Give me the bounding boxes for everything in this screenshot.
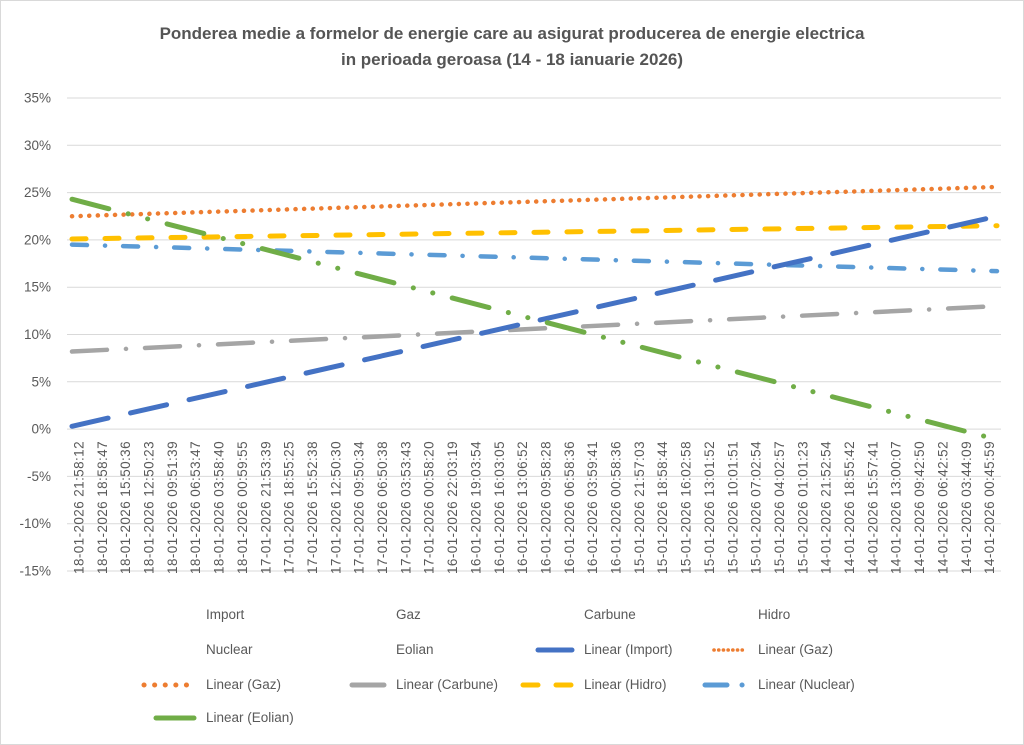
trendline-linear-import xyxy=(69,213,1000,429)
legend-item-nuclear: Nuclear xyxy=(206,639,253,661)
legend-swatch-linear-carbune-icon xyxy=(349,682,387,688)
chart-title-line1: Ponderea medie a formelor de energie car… xyxy=(159,24,865,43)
y-axis-label: 30% xyxy=(24,138,51,153)
x-axis-label: 17-01-2026 03:53:43 xyxy=(398,441,413,574)
legend-item-carbune: Carbune xyxy=(584,604,636,626)
y-axis-label: -15% xyxy=(19,564,51,579)
x-axis-label: 14-01-2026 00:45:59 xyxy=(982,441,997,574)
x-axis-label: 16-01-2026 13:06:52 xyxy=(515,441,530,574)
legend-label: Carbune xyxy=(584,607,636,622)
x-axis-label: 18-01-2026 09:51:39 xyxy=(165,441,180,574)
x-axis-label: 16-01-2026 03:59:41 xyxy=(585,441,600,574)
x-axis-label: 15-01-2026 16:02:58 xyxy=(679,441,694,574)
trendline-linear-nuclear xyxy=(69,242,1000,274)
x-axis-label: 14-01-2026 09:42:50 xyxy=(912,441,927,574)
trendline-linear-hidro xyxy=(69,223,1000,242)
x-axis-label: 18-01-2026 00:59:55 xyxy=(235,441,250,574)
x-axis-label: 15-01-2026 18:58:44 xyxy=(655,441,670,574)
x-axis-label: 14-01-2026 13:00:07 xyxy=(889,441,904,574)
x-axis-label: 15-01-2026 10:01:51 xyxy=(725,441,740,574)
legend-item-linear-carbune: Linear (Carbune) xyxy=(349,674,499,696)
x-axis-label: 14-01-2026 15:57:41 xyxy=(865,441,880,574)
x-axis-label: 17-01-2026 15:52:38 xyxy=(305,441,320,574)
x-axis-label: 17-01-2026 21:53:39 xyxy=(258,441,273,574)
y-axis-label: 25% xyxy=(24,185,51,200)
x-axis-label: 17-01-2026 09:50:34 xyxy=(352,441,367,574)
legend-item-linear-gaz: Linear (Gaz) xyxy=(141,674,282,696)
x-axis-label: 16-01-2026 09:58:28 xyxy=(538,441,553,574)
chart-title-line2: in perioada geroasa (14 - 18 ianuarie 20… xyxy=(340,50,684,69)
legend-label: Hidro xyxy=(758,607,791,622)
x-axis-label: 14-01-2026 18:55:42 xyxy=(842,441,857,574)
x-axis-label: 15-01-2026 01:01:23 xyxy=(795,441,810,574)
x-axis-label: 16-01-2026 00:58:36 xyxy=(609,441,624,574)
legend-item-gaz: Gaz xyxy=(396,604,421,626)
legend-label: Linear (Carbune) xyxy=(396,677,499,692)
x-axis-label: 17-01-2026 00:58:20 xyxy=(422,441,437,574)
plot-area: 35% 30% 25% 20% 15% 10% 5% 0% -5% -10% -15% 18-01-2… xyxy=(19,91,1001,579)
legend-swatch-linear-import-icon xyxy=(535,647,575,653)
y-axis-label: 35% xyxy=(24,91,51,106)
legend-item-linear-gaz: Linear (Gaz) xyxy=(712,639,834,661)
trendline-linear-eolian xyxy=(69,196,1000,443)
chart-title: Ponderea medie a formelor de energie car… xyxy=(1,21,1023,73)
legend-label: Gaz xyxy=(396,607,421,622)
x-axis-label: 16-01-2026 06:58:36 xyxy=(562,441,577,574)
y-axis-label: 15% xyxy=(24,280,51,295)
legend-swatch-linear-gaz-icon xyxy=(712,648,748,652)
legend-item-hidro: Hidro xyxy=(758,604,790,626)
legend-label: Linear (Eolian) xyxy=(206,710,294,725)
x-axis-label: 14-01-2026 03:44:09 xyxy=(959,441,974,574)
legend-swatch-linear-nuclear-icon xyxy=(702,682,749,688)
legend-item-linear-nuclear: Linear (Nuclear) xyxy=(702,674,855,696)
x-axis-label: 16-01-2026 22:03:19 xyxy=(445,441,460,574)
trendline-linear-gaz xyxy=(69,184,1000,219)
x-axis-label: 17-01-2026 12:50:30 xyxy=(328,441,343,574)
legend-item-linear-eolian: Linear (Eolian) xyxy=(153,707,294,729)
x-axis-label: 15-01-2026 21:57:03 xyxy=(632,441,647,574)
x-axis-label: 17-01-2026 18:55:25 xyxy=(282,441,297,574)
legend-label: Nuclear xyxy=(206,642,253,657)
x-axis-label: 14-01-2026 21:52:54 xyxy=(819,441,834,574)
y-axis-label: -10% xyxy=(19,516,51,531)
y-axis-label: 20% xyxy=(24,232,51,247)
x-axis-label: 15-01-2026 13:01:52 xyxy=(702,441,717,574)
x-axis-label: 14-01-2026 06:42:52 xyxy=(935,441,950,574)
legend-label: Linear (Hidro) xyxy=(584,677,667,692)
x-axis-label: 18-01-2026 03:58:40 xyxy=(212,441,227,574)
legend-label: Linear (Gaz) xyxy=(206,677,282,692)
y-axis-label: 0% xyxy=(31,422,51,437)
legend-label: Linear (Nuclear) xyxy=(758,677,855,692)
legend-item-eolian: Eolian xyxy=(396,639,434,661)
y-axis-label: -5% xyxy=(27,469,51,484)
legend-swatch-linear-gaz-icon xyxy=(141,682,197,688)
y-axis-label: 5% xyxy=(31,374,51,389)
legend-label: Linear (Import) xyxy=(584,642,673,657)
x-axis-label: 15-01-2026 07:02:54 xyxy=(749,441,764,574)
trendline-linear-carbune xyxy=(69,303,1000,354)
x-axis-label: 15-01-2026 04:02:57 xyxy=(772,441,787,574)
legend-item-linear-import: Linear (Import) xyxy=(535,639,673,661)
legend-swatch-linear-hidro-icon xyxy=(520,682,575,688)
x-axis-label: 18-01-2026 18:58:47 xyxy=(95,441,110,574)
x-axis-label: 18-01-2026 15:50:36 xyxy=(118,441,133,574)
y-axis-label: 10% xyxy=(24,327,51,342)
legend-label: Import xyxy=(206,607,245,622)
legend-item-linear-hidro: Linear (Hidro) xyxy=(520,674,667,696)
legend-item-import: Import xyxy=(206,604,244,626)
x-axis-label: 16-01-2026 16:03:05 xyxy=(492,441,507,574)
legend-label: Eolian xyxy=(396,642,434,657)
x-axis-label: 18-01-2026 06:53:47 xyxy=(188,441,203,574)
x-axis-label: 18-01-2026 21:58:12 xyxy=(71,441,86,574)
x-axis-label: 16-01-2026 19:03:54 xyxy=(468,441,483,574)
legend-label: Linear (Gaz) xyxy=(758,642,834,657)
legend-swatch-linear-eolian-icon xyxy=(153,715,197,721)
x-axis-label: 17-01-2026 06:50:38 xyxy=(375,441,390,574)
x-axis-label: 18-01-2026 12:50:23 xyxy=(142,441,157,574)
